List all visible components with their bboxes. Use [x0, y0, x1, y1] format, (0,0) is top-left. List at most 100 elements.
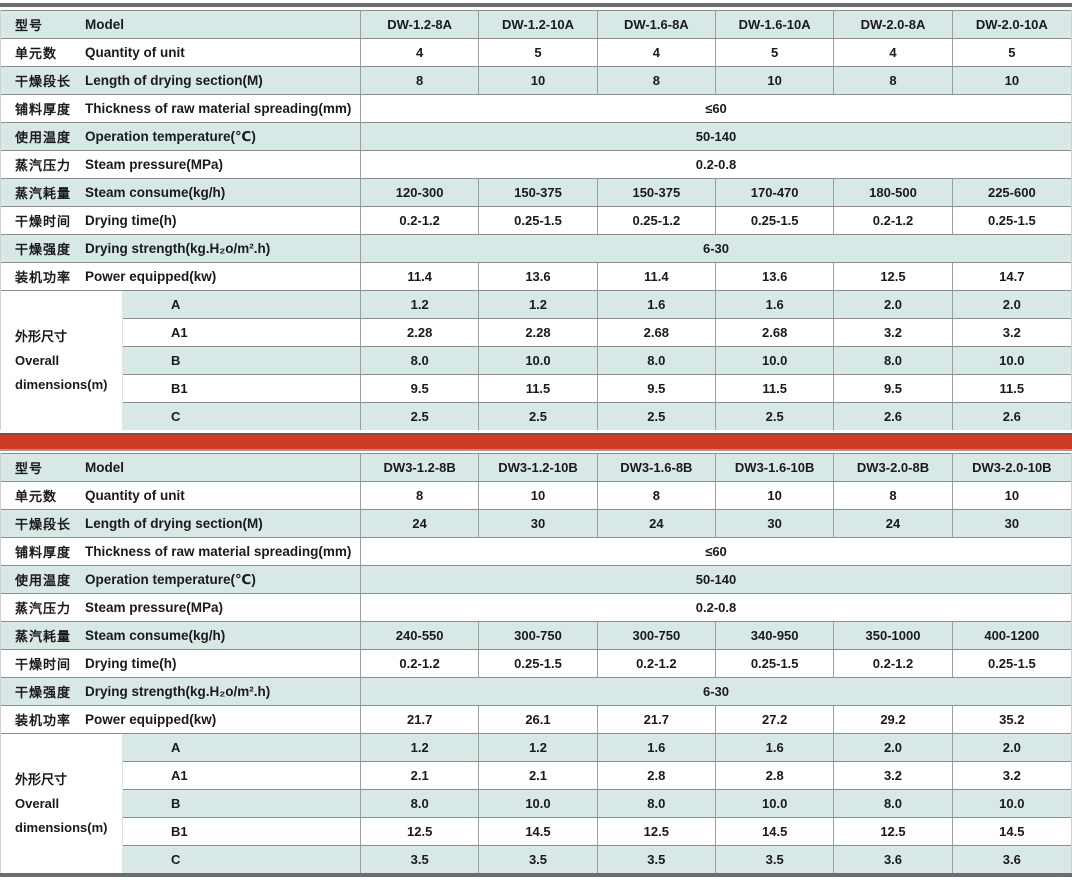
value-cell: 10 [1004, 488, 1020, 503]
value-cell: 2.5 [716, 403, 835, 430]
overall-dimensions-block: 外形尺寸 Overall dimensions(m) A 1.2 1.2 1.6 1.6 2.0… [1, 733, 1071, 873]
spec-row-drying-time: 干燥时间 Drying time(h) 0.2-1.2 0.25-1.5 0.2-1.2… [1, 649, 1071, 677]
dimension-row-b: B 8.0 10.0 8.0 10.0 8.0 10.0 [123, 789, 1071, 817]
dims-label-en1: Overall [15, 352, 60, 368]
row-label-thickness-of-spreading: 铺料厚度 Thickness of raw material spreading(… [1, 538, 361, 565]
value-cell: 2.28 [361, 319, 480, 346]
row-label-steam-consume: 蒸汽耗量 Steam consume(kg/h) [1, 179, 361, 206]
value-cell: 8 [598, 482, 716, 509]
value-cell: 2.5 [361, 403, 480, 430]
value-cell: 26.1 [479, 706, 598, 733]
overall-dimensions-label: 外形尺寸 Overall dimensions(m) [1, 291, 123, 430]
row-label-zh: 使用温度 [15, 573, 72, 588]
row-label-drying-time: 干燥时间 Drying time(h) [1, 650, 361, 677]
dimension-sublabel: B1 [123, 375, 361, 402]
value-cell: 1.6 [598, 734, 716, 761]
model-header-cell: DW-1.2-10A [479, 11, 598, 38]
value-cell: 12.5 [361, 818, 480, 845]
model-header-cell: DW3-2.0-10B [972, 460, 1052, 475]
value-cell: 27.2 [716, 706, 835, 733]
row-label-steam-consume: 蒸汽耗量 Steam consume(kg/h) [1, 622, 361, 649]
row-label-zh: 单元数 [15, 489, 58, 504]
merged-value-cell: 6-30 [702, 684, 730, 699]
row-label-en: Steam consume(kg/h) [85, 185, 226, 200]
value-cell: 14.5 [999, 824, 1025, 839]
top-frame-bar [0, 3, 1072, 7]
value-cell: 2.8 [598, 762, 716, 789]
value-cell: 10.0 [716, 790, 835, 817]
value-cell: 3.5 [361, 846, 480, 873]
value-cell: 0.25-1.5 [479, 207, 598, 234]
value-cell: 10.0 [999, 353, 1025, 368]
spec-row-thickness-of-spreading: 铺料厚度 Thickness of raw material spreading(… [1, 537, 1071, 565]
dimension-row-c: C 2.5 2.5 2.5 2.5 2.6 2.6 [123, 402, 1071, 430]
spec-row-length-of-drying-section: 干燥段长 Length of drying section(M) 8 10 8 10 8 10 [1, 66, 1071, 94]
row-label-en: Power equipped(kw) [85, 269, 217, 284]
value-cell: 9.5 [834, 375, 953, 402]
row-label-length-of-drying-section: 干燥段长 Length of drying section(M) [1, 510, 361, 537]
value-cell: 2.6 [834, 403, 953, 430]
row-label-en: Operation temperature(℃) [85, 571, 256, 587]
value-cell: 14.5 [716, 818, 835, 845]
dims-label-en2: dimensions(m) [15, 376, 108, 392]
dimension-sublabel: C [123, 846, 361, 873]
value-cell: 1.2 [479, 291, 598, 318]
value-cell: 12.5 [834, 263, 953, 290]
model-header-cell: DW-2.0-8A [834, 11, 953, 38]
value-cell: 1.6 [716, 734, 835, 761]
dimension-row-a1: A1 2.28 2.28 2.68 2.68 3.2 3.2 [123, 318, 1071, 346]
spec-row-thickness-of-spreading: 铺料厚度 Thickness of raw material spreading(… [1, 94, 1071, 122]
value-cell: 10 [479, 482, 598, 509]
value-cell: 3.5 [479, 846, 598, 873]
model-header-cell: DW3-2.0-8B [834, 454, 953, 481]
value-cell: 21.7 [598, 706, 716, 733]
row-label-zh: 装机功率 [15, 713, 72, 728]
row-label-en: Drying strength(kg.H₂o/m².h) [85, 684, 271, 699]
value-cell: 0.2-1.2 [598, 650, 716, 677]
value-cell: 10.0 [999, 796, 1025, 811]
spec-row-operation-temperature: 使用温度 Operation temperature(℃) 50-140 [1, 122, 1071, 150]
row-label-power-equipped: 装机功率 Power equipped(kw) [1, 263, 361, 290]
merged-value-cell: 6-30 [702, 241, 730, 256]
row-label-quantity-of-unit: 单元数 Quantity of unit [1, 39, 361, 66]
dims-label-zh: 外形尺寸 [15, 771, 68, 787]
value-cell: 8 [834, 482, 953, 509]
value-cell: 10.0 [716, 347, 835, 374]
value-cell: 1.2 [361, 734, 480, 761]
value-cell: 2.8 [716, 762, 835, 789]
row-label-operation-temperature: 使用温度 Operation temperature(℃) [1, 123, 361, 150]
value-cell: 4 [834, 39, 953, 66]
value-cell: 11.4 [361, 263, 480, 290]
value-cell: 0.2-1.2 [834, 207, 953, 234]
value-cell: 8.0 [361, 347, 480, 374]
value-cell: 8 [361, 67, 480, 94]
value-cell: 14.5 [479, 818, 598, 845]
value-cell: 10 [716, 67, 835, 94]
spec-row-quantity-of-unit: 单元数 Quantity of unit 8 10 8 10 8 10 [1, 481, 1071, 509]
value-cell: 8.0 [834, 790, 953, 817]
value-cell: 3.2 [834, 319, 953, 346]
dimension-sublabel: B [123, 790, 361, 817]
value-cell: 0.25-1.5 [716, 207, 835, 234]
value-cell: 0.25-1.5 [479, 650, 598, 677]
bottom-frame-bar [0, 873, 1072, 877]
row-label-model: 型号 Model [1, 11, 361, 38]
row-label-en: Drying time(h) [85, 656, 177, 671]
dimension-row-c: C 3.5 3.5 3.5 3.5 3.6 3.6 [123, 845, 1071, 873]
value-cell: 1.2 [479, 734, 598, 761]
dims-label-zh: 外形尺寸 [15, 328, 68, 344]
row-label-en: Steam pressure(MPa) [85, 157, 224, 172]
value-cell: 10 [716, 482, 835, 509]
value-cell: 10.0 [479, 790, 598, 817]
value-cell: 14.7 [999, 269, 1025, 284]
row-label-steam-pressure: 蒸汽压力 Steam pressure(MPa) [1, 151, 361, 178]
value-cell: 120-300 [361, 179, 480, 206]
dimension-sublabel: B [123, 347, 361, 374]
value-cell: 2.1 [361, 762, 480, 789]
value-cell: 21.7 [361, 706, 480, 733]
row-label-zh: 单元数 [15, 46, 58, 61]
model-header-cell: DW-1.6-10A [716, 11, 835, 38]
row-label-zh: 蒸汽压力 [15, 158, 72, 173]
value-cell: 2.0 [1002, 297, 1021, 312]
value-cell: 11.4 [598, 263, 716, 290]
